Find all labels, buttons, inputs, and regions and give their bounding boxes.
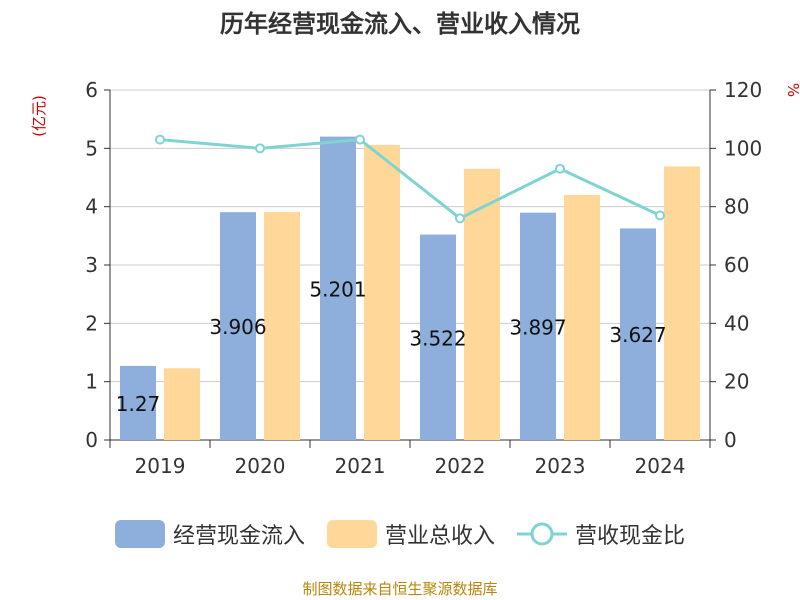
legend-line-icon	[517, 522, 567, 546]
line-series-ratio	[159, 138, 661, 221]
line-point-ratio	[355, 134, 365, 145]
legend-swatch-cash-inflow	[114, 520, 165, 548]
chart-title: 历年经营现金流入、营业收入情况	[220, 10, 580, 38]
legend-label-revenue: 营业总收入	[384, 524, 495, 549]
line-point-ratio	[455, 213, 465, 224]
x-tick-label: 2022	[435, 454, 486, 478]
bar-revenue	[364, 144, 400, 441]
line-point-ratio	[655, 210, 665, 221]
y-right-tick-label: 100	[724, 136, 762, 160]
bar-revenue	[564, 195, 600, 440]
legend-item-cash-inflow[interactable]: 经营现金流入	[114, 518, 305, 550]
data-label: 1.27	[116, 392, 161, 416]
line-point-ratio	[155, 134, 165, 145]
bar-cash-inflow	[420, 234, 456, 440]
y-right-tick-label: 80	[724, 195, 749, 219]
chart-legend: 经营现金流入 营业总收入 营收现金比	[0, 516, 800, 552]
y-right-tick-label: 0	[724, 428, 737, 452]
x-tick-label: 2023	[535, 454, 586, 478]
data-label: 3.627	[609, 323, 666, 347]
y-right-unit-label: %	[784, 83, 800, 97]
bar-cash-inflow	[120, 365, 156, 440]
bar-revenue	[164, 368, 200, 440]
legend-item-revenue[interactable]: 营业总收入	[326, 518, 495, 550]
data-label: 5.201	[309, 277, 366, 301]
y-left-tick-label: 3	[85, 253, 98, 277]
legend-label-cash-inflow: 经营现金流入	[172, 524, 305, 549]
bar-cash-inflow	[320, 136, 356, 440]
y-left-tick-label: 2	[85, 311, 98, 335]
bar-cash-inflow	[620, 228, 656, 440]
x-tick-label: 2021	[335, 454, 386, 478]
y-left-tick-label: 6	[85, 78, 98, 102]
y-right-tick-label: 60	[724, 253, 749, 277]
bar-revenue	[664, 166, 700, 440]
y-right-tick-label: 120	[724, 78, 762, 102]
legend-swatch-revenue	[326, 520, 377, 548]
source-note: 制图数据来自恒生聚源数据库	[302, 580, 498, 598]
bar-cash-inflow	[520, 212, 556, 440]
legend-label-ratio: 营收现金比	[575, 524, 686, 549]
bar-revenue	[464, 168, 500, 440]
data-label: 3.522	[409, 326, 466, 350]
y-right-tick-label: 40	[724, 311, 749, 335]
y-right-tick-label: 20	[724, 370, 749, 394]
y-left-tick-label: 1	[85, 370, 98, 394]
data-label: 3.897	[509, 315, 566, 339]
x-tick-label: 2024	[635, 454, 686, 478]
x-tick-label: 2020	[235, 454, 286, 478]
bar-cash-inflow	[220, 212, 256, 440]
legend-item-ratio[interactable]: 营收现金比	[517, 518, 685, 550]
y-left-unit-label: (亿元)	[30, 95, 48, 137]
x-tick-label: 2019	[135, 454, 186, 478]
line-point-ratio	[255, 143, 265, 154]
y-left-tick-label: 0	[85, 428, 98, 452]
y-left-tick-label: 4	[85, 195, 98, 219]
line-point-ratio	[555, 163, 565, 174]
bar-revenue	[264, 211, 300, 440]
data-label: 3.906	[209, 315, 266, 339]
y-left-tick-label: 5	[85, 136, 98, 160]
